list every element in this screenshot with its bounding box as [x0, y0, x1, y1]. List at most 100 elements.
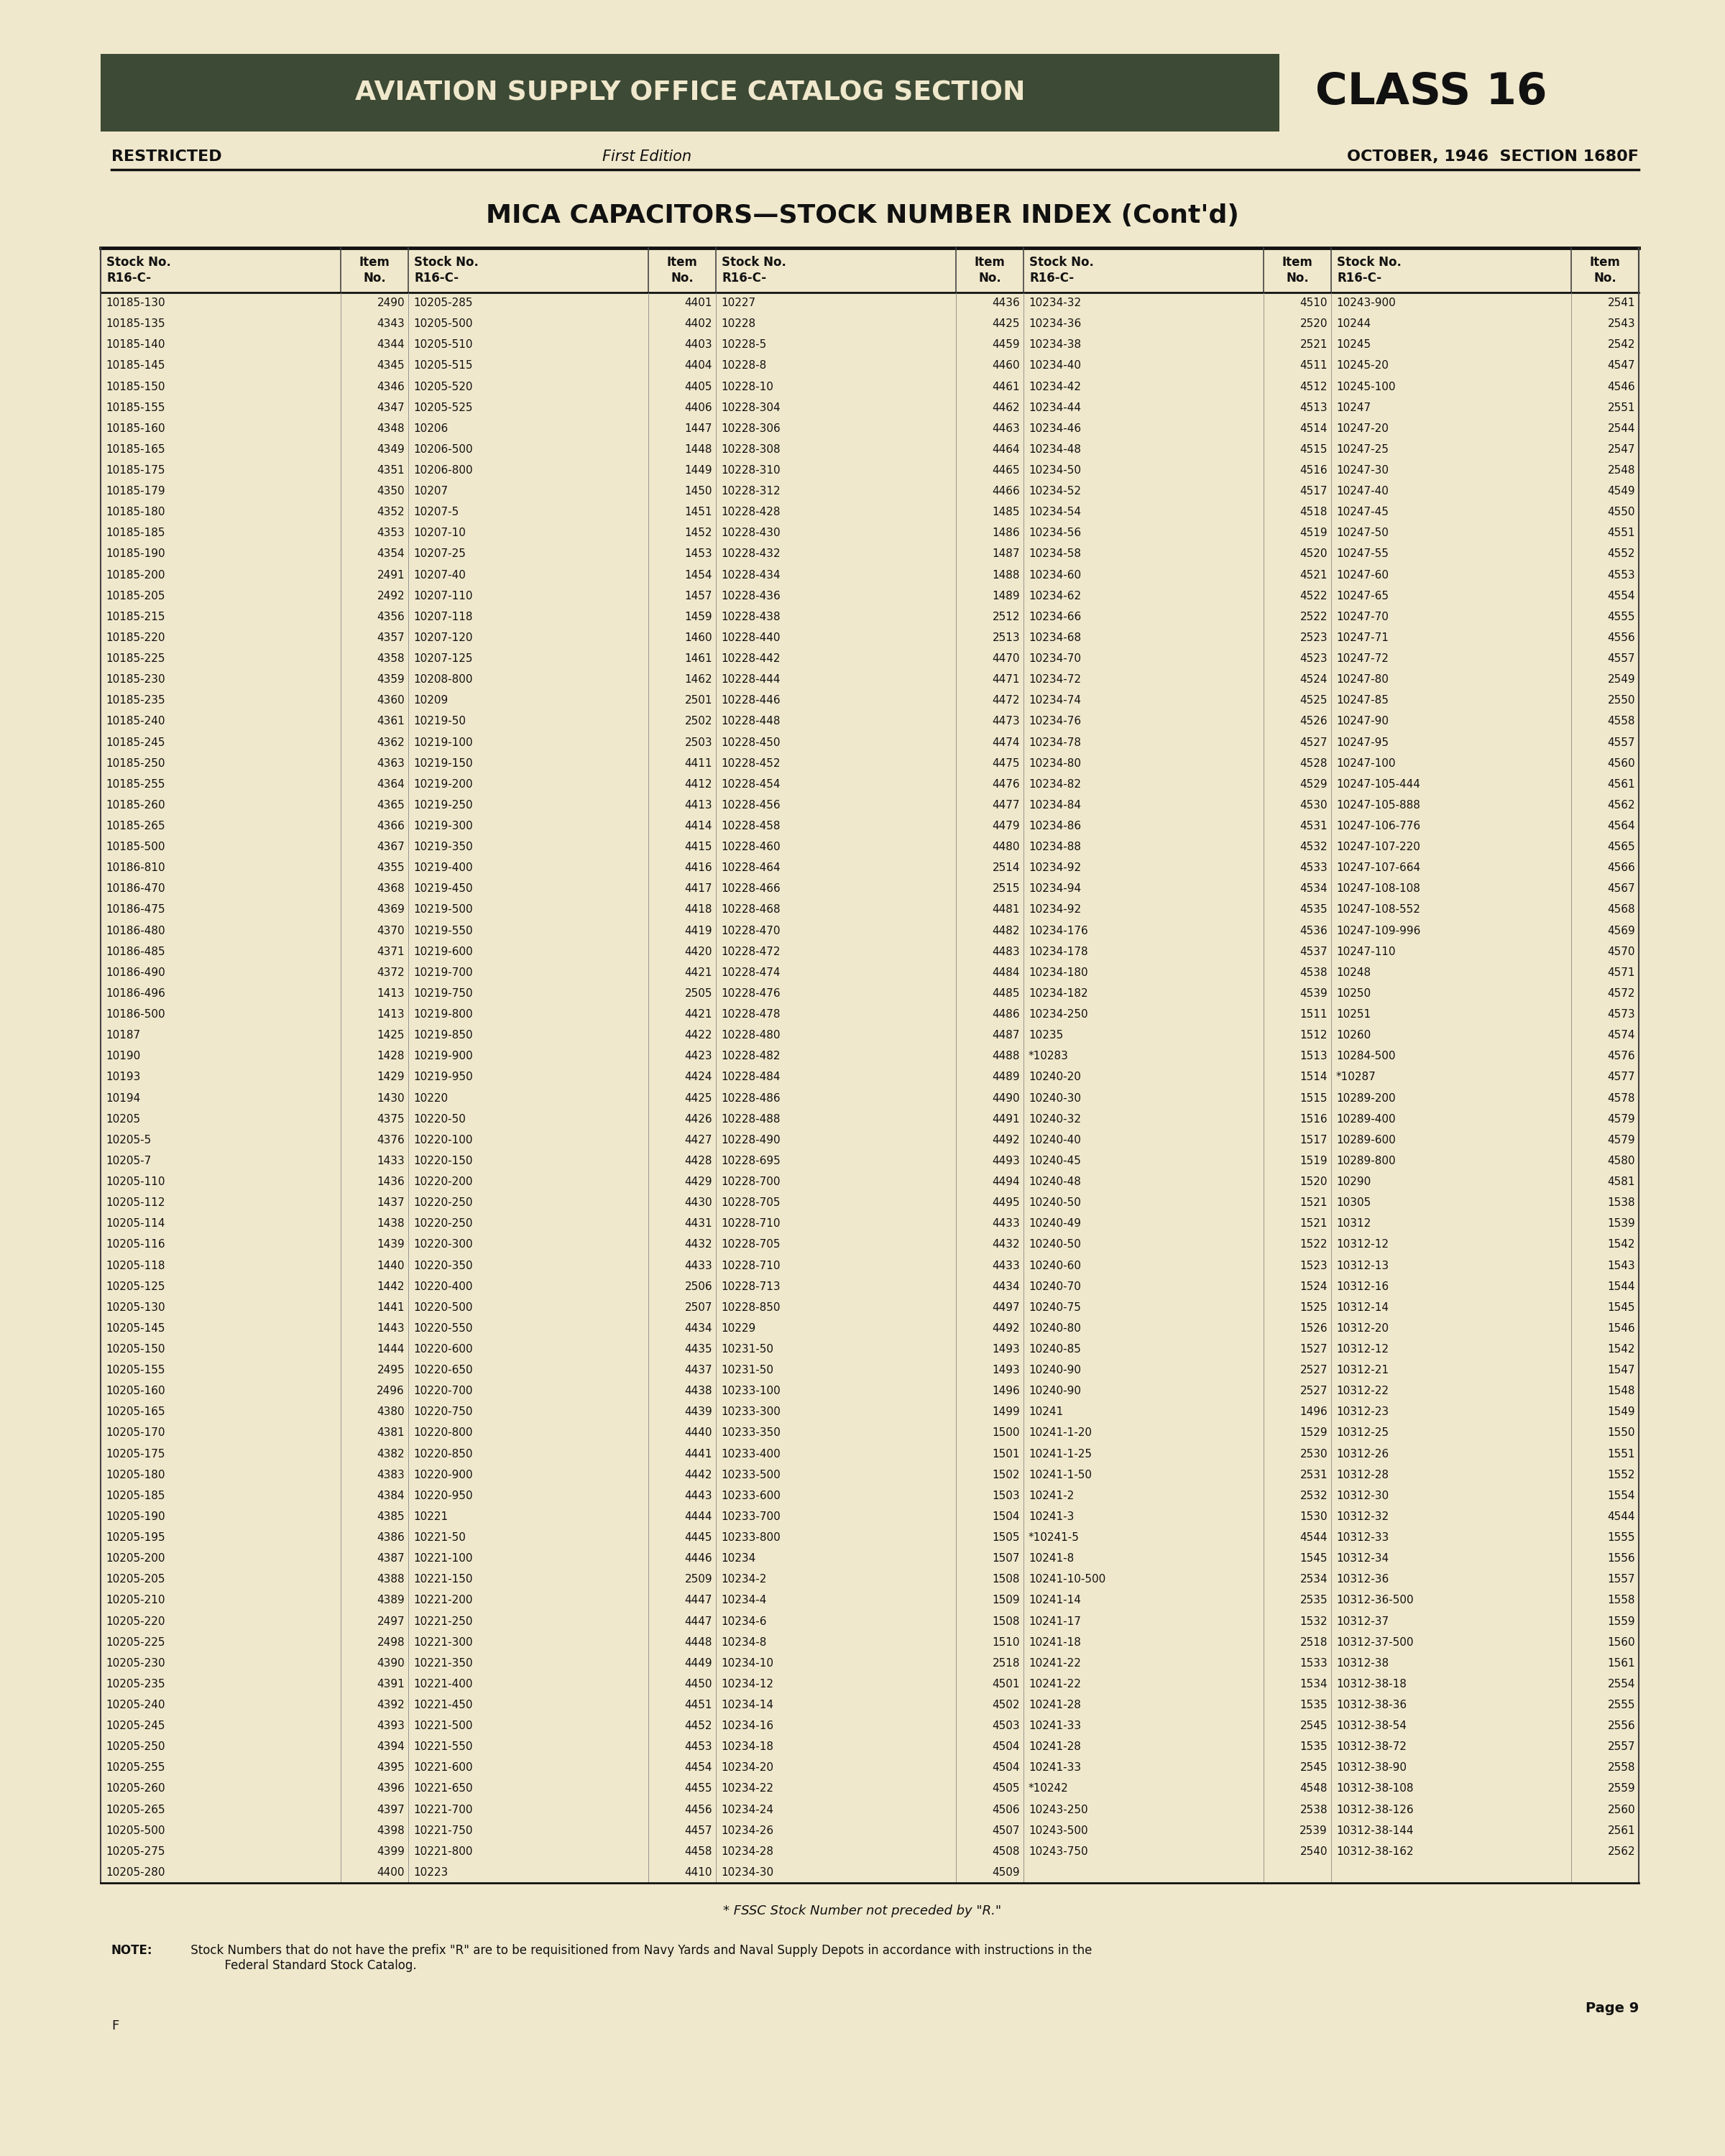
Text: 4445: 4445: [685, 1533, 712, 1544]
Text: 10241-22: 10241-22: [1028, 1680, 1082, 1690]
Text: 10312-37-500: 10312-37-500: [1337, 1636, 1413, 1647]
Text: 1429: 1429: [376, 1072, 405, 1082]
Text: 10289-200: 10289-200: [1337, 1093, 1396, 1104]
Text: 10234-92: 10234-92: [1028, 862, 1082, 873]
Text: *10241-5: *10241-5: [1028, 1533, 1080, 1544]
Text: 1520: 1520: [1301, 1177, 1328, 1188]
Text: 4477: 4477: [992, 800, 1019, 811]
Text: 4553: 4553: [1608, 569, 1635, 580]
Text: 4393: 4393: [376, 1720, 405, 1731]
Text: 1533: 1533: [1299, 1658, 1328, 1669]
Text: 2498: 2498: [376, 1636, 405, 1647]
Text: 10219-150: 10219-150: [414, 759, 473, 770]
Text: 2538: 2538: [1299, 1805, 1328, 1815]
Text: 10207-5: 10207-5: [414, 507, 459, 517]
Text: 4527: 4527: [1301, 737, 1328, 748]
Text: 1460: 1460: [685, 632, 712, 642]
Text: 10185-160: 10185-160: [105, 423, 166, 433]
Text: 10206-500: 10206-500: [414, 444, 473, 455]
Text: 10312-38-36: 10312-38-36: [1337, 1699, 1406, 1710]
Text: 10205-265: 10205-265: [105, 1805, 166, 1815]
Text: 1552: 1552: [1608, 1470, 1635, 1481]
Text: 10234-16: 10234-16: [721, 1720, 773, 1731]
Text: 1514: 1514: [1301, 1072, 1328, 1082]
Text: 10205-195: 10205-195: [105, 1533, 166, 1544]
Text: 4390: 4390: [376, 1658, 405, 1669]
Text: 4364: 4364: [376, 778, 405, 789]
Text: 10312-21: 10312-21: [1337, 1365, 1389, 1376]
Text: 10234-42: 10234-42: [1028, 382, 1082, 392]
Text: 10240-75: 10240-75: [1028, 1302, 1082, 1313]
Text: 2515: 2515: [992, 884, 1019, 895]
Text: 10312-26: 10312-26: [1337, 1449, 1389, 1460]
Text: 10289-600: 10289-600: [1337, 1134, 1396, 1145]
Text: 10219-950: 10219-950: [414, 1072, 473, 1082]
Text: 10241: 10241: [1028, 1406, 1063, 1416]
Text: 1521: 1521: [1301, 1218, 1328, 1229]
Text: AVIATION SUPPLY OFFICE CATALOG SECTION: AVIATION SUPPLY OFFICE CATALOG SECTION: [355, 80, 1025, 106]
Text: 1461: 1461: [685, 653, 712, 664]
Text: 10220-50: 10220-50: [414, 1115, 466, 1125]
Text: 2558: 2558: [1608, 1761, 1635, 1772]
Text: 4573: 4573: [1608, 1009, 1635, 1020]
Text: 10219-800: 10219-800: [414, 1009, 473, 1020]
Text: 10205-110: 10205-110: [105, 1177, 166, 1188]
Text: 4490: 4490: [992, 1093, 1019, 1104]
Text: 4574: 4574: [1608, 1031, 1635, 1041]
Text: 4531: 4531: [1299, 821, 1328, 832]
Text: 10247-65: 10247-65: [1337, 591, 1389, 602]
Text: 10312-20: 10312-20: [1337, 1324, 1389, 1335]
Text: 10228-466: 10228-466: [721, 884, 780, 895]
Text: 10234-78: 10234-78: [1028, 737, 1082, 748]
Text: 10312-25: 10312-25: [1337, 1427, 1389, 1438]
Text: 10312-38-90: 10312-38-90: [1337, 1761, 1406, 1772]
Text: 10228-432: 10228-432: [721, 548, 780, 558]
Text: 4404: 4404: [685, 360, 712, 371]
Text: 2505: 2505: [685, 987, 712, 998]
Text: 10208-800: 10208-800: [414, 675, 473, 686]
Text: 10205-7: 10205-7: [105, 1156, 152, 1166]
Text: 10234-26: 10234-26: [721, 1826, 773, 1837]
Text: 4549: 4549: [1608, 485, 1635, 496]
Text: 4570: 4570: [1608, 946, 1635, 957]
Text: 4492: 4492: [992, 1324, 1019, 1335]
Text: 4577: 4577: [1608, 1072, 1635, 1082]
Text: 1543: 1543: [1608, 1261, 1635, 1272]
Text: 10228-8: 10228-8: [721, 360, 766, 371]
Text: 2509: 2509: [685, 1574, 712, 1585]
Text: 10312-38-54: 10312-38-54: [1337, 1720, 1406, 1731]
Text: 1549: 1549: [1608, 1406, 1635, 1416]
Text: 4555: 4555: [1608, 612, 1635, 623]
Text: 1440: 1440: [378, 1261, 405, 1272]
Text: 10247-71: 10247-71: [1337, 632, 1389, 642]
Text: 10228-434: 10228-434: [721, 569, 780, 580]
Text: 4520: 4520: [1301, 548, 1328, 558]
Text: 4369: 4369: [376, 903, 405, 914]
Text: 4516: 4516: [1299, 466, 1328, 476]
Text: 10247-100: 10247-100: [1337, 759, 1396, 770]
Text: 2550: 2550: [1608, 694, 1635, 705]
Text: 1559: 1559: [1608, 1617, 1635, 1628]
Text: 10219-450: 10219-450: [414, 884, 473, 895]
Text: 4556: 4556: [1608, 632, 1635, 642]
Text: 4510: 4510: [1301, 298, 1328, 308]
Text: 1413: 1413: [376, 987, 405, 998]
Text: 10205-280: 10205-280: [105, 1867, 166, 1878]
Text: 4579: 4579: [1608, 1115, 1635, 1125]
Text: 10207-110: 10207-110: [414, 591, 473, 602]
Text: 1524: 1524: [1301, 1281, 1328, 1291]
Text: 10228-308: 10228-308: [721, 444, 780, 455]
Text: 10205-145: 10205-145: [105, 1324, 166, 1335]
Text: 10221-250: 10221-250: [414, 1617, 473, 1628]
Text: 10312-38-162: 10312-38-162: [1337, 1846, 1413, 1856]
Text: 10228: 10228: [721, 319, 756, 330]
Text: 4429: 4429: [685, 1177, 712, 1188]
Text: 10219-500: 10219-500: [414, 903, 473, 914]
Text: 10312-12: 10312-12: [1337, 1240, 1389, 1250]
Text: 10185-175: 10185-175: [105, 466, 166, 476]
Text: 10221-800: 10221-800: [414, 1846, 473, 1856]
Text: 4382: 4382: [376, 1449, 405, 1460]
Text: 4547: 4547: [1608, 360, 1635, 371]
Text: 10234-182: 10234-182: [1028, 987, 1088, 998]
Text: 10185-200: 10185-200: [105, 569, 166, 580]
